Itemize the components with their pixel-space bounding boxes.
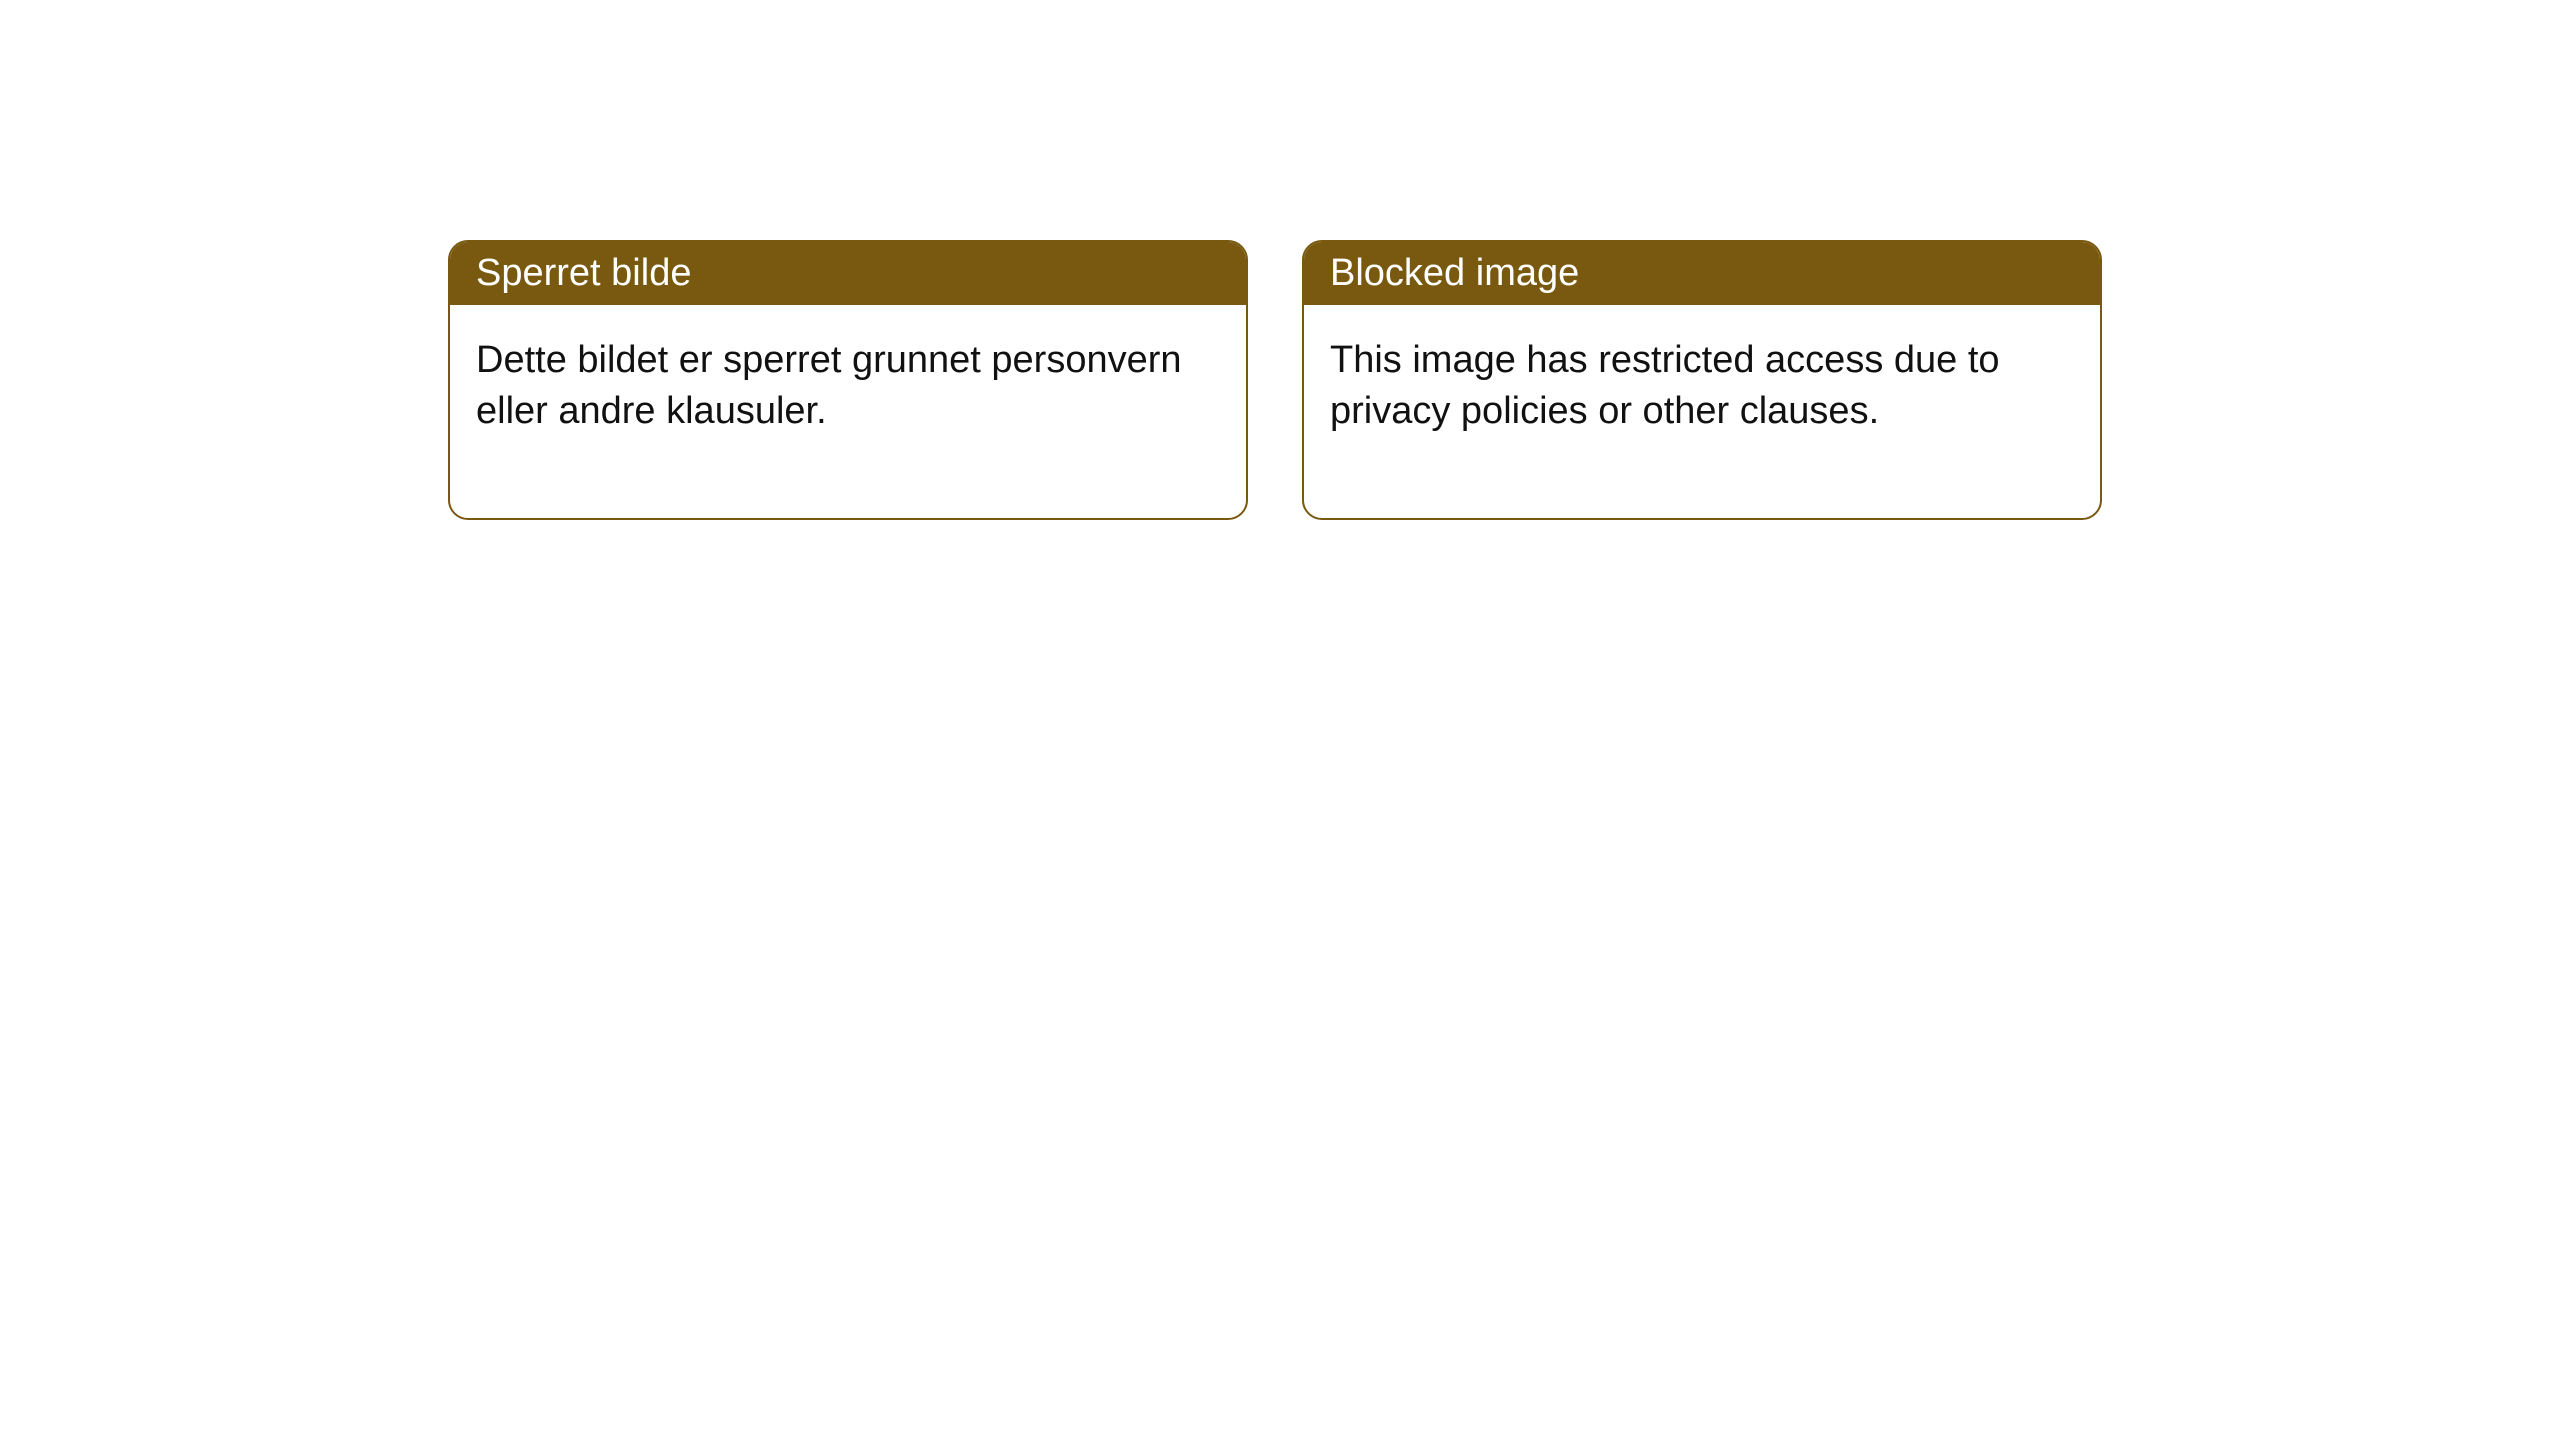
notice-container: Sperret bilde Dette bildet er sperret gr… bbox=[0, 0, 2560, 520]
notice-body: This image has restricted access due to … bbox=[1304, 305, 2100, 518]
notice-body: Dette bildet er sperret grunnet personve… bbox=[450, 305, 1246, 518]
notice-header: Blocked image bbox=[1304, 242, 2100, 305]
notice-card-norwegian: Sperret bilde Dette bildet er sperret gr… bbox=[448, 240, 1248, 520]
notice-header: Sperret bilde bbox=[450, 242, 1246, 305]
notice-card-english: Blocked image This image has restricted … bbox=[1302, 240, 2102, 520]
